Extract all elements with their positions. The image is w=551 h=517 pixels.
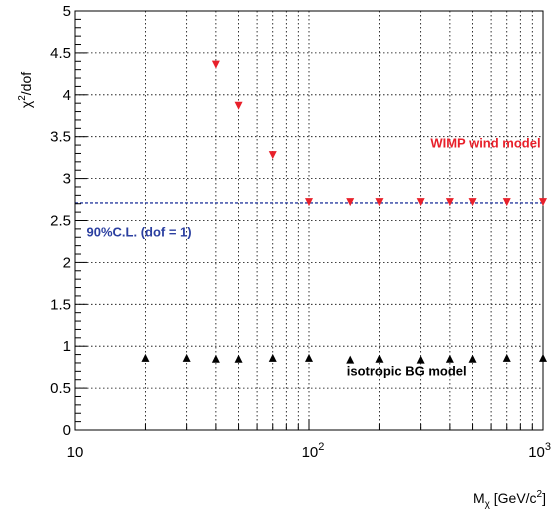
x-axis-title-main: M bbox=[473, 490, 485, 506]
x-axis-title-unit-sup: 2 bbox=[537, 489, 543, 500]
isotropic-bg-data-point bbox=[468, 354, 477, 363]
y-axis-title-post: /dof bbox=[18, 72, 34, 95]
x-axis-title-unit-pre: [GeV/c bbox=[490, 490, 537, 506]
y-tick-label: 2 bbox=[63, 254, 71, 271]
isotropic-bg-data-point bbox=[346, 355, 355, 364]
isotropic-bg-data-point bbox=[268, 353, 277, 362]
annotation-label: isotropic BG model bbox=[347, 364, 467, 379]
x-tick-label: 10 bbox=[67, 444, 84, 461]
isotropic-bg-data-point bbox=[234, 354, 243, 363]
markers bbox=[141, 60, 547, 364]
x-tick-label-exponent: 2 bbox=[318, 441, 324, 453]
wimp-wind-data-point bbox=[305, 198, 313, 207]
wimp-wind-data-point bbox=[234, 101, 243, 110]
y-tick-label: 4 bbox=[63, 87, 71, 104]
isotropic-bg-data-point bbox=[539, 353, 547, 362]
wimp-wind-data-point bbox=[268, 151, 277, 160]
x-tick-label: 102 bbox=[302, 441, 325, 461]
wimp-wind-data-point bbox=[468, 198, 477, 207]
x-tick-label-base: 10 bbox=[528, 444, 545, 461]
y-axis-title-main: χ bbox=[18, 100, 34, 108]
isotropic-bg-data-point bbox=[182, 353, 191, 362]
axes bbox=[74, 10, 544, 431]
wimp-wind-data-point bbox=[346, 198, 355, 207]
x-axis-title-sub: χ bbox=[485, 499, 491, 510]
wimp-wind-data-point bbox=[416, 198, 425, 207]
y-tick-label: 2.5 bbox=[50, 213, 71, 230]
isotropic-bg-data-point bbox=[416, 355, 425, 364]
x-axis-title-unit-post: ] bbox=[542, 490, 546, 506]
wimp-wind-data-point bbox=[375, 198, 384, 207]
y-tick-label: 1 bbox=[63, 338, 71, 355]
x-tick-label-base: 10 bbox=[67, 444, 84, 461]
y-tick-label: 1.5 bbox=[50, 296, 71, 313]
annotations: WIMP wind model 90%C.L. (dof = 1) isotropi… bbox=[87, 136, 541, 379]
y-tick-label: 4.5 bbox=[50, 45, 71, 62]
isotropic-bg-data-point bbox=[445, 354, 454, 363]
annotation-label: WIMP wind model bbox=[430, 136, 540, 151]
isotropic-bg-data-point bbox=[305, 353, 313, 362]
wimp-wind-data-point bbox=[539, 198, 547, 207]
isotropic-bg-data-point bbox=[141, 353, 150, 362]
y-tick-label: 5 bbox=[63, 3, 71, 20]
grid bbox=[75, 11, 543, 430]
x-axis-title: Mχ [GeV/c2] bbox=[473, 489, 546, 510]
x-tick-label-exponent: 3 bbox=[545, 441, 551, 453]
y-tick-label: 3.5 bbox=[50, 129, 71, 146]
isotropic-bg-data-point bbox=[502, 353, 511, 362]
y-tick-label: 3 bbox=[63, 171, 71, 188]
x-tick-label: 103 bbox=[528, 441, 551, 461]
wimp-wind-data-point bbox=[502, 198, 511, 207]
annotation-label: 90%C.L. (dof = 1) bbox=[87, 224, 192, 239]
y-tick-label: 0 bbox=[63, 422, 71, 439]
y-axis-title: χ2/dof bbox=[17, 72, 34, 108]
y-axis-title-sup: 2 bbox=[17, 95, 28, 101]
wimp-wind-data-point bbox=[211, 60, 220, 69]
isotropic-bg-data-point bbox=[375, 354, 384, 363]
isotropic-bg-data-point bbox=[211, 354, 220, 363]
y-tick-label: 0.5 bbox=[50, 380, 71, 397]
wimp-wind-data-point bbox=[445, 198, 454, 207]
x-tick-label-base: 10 bbox=[302, 444, 319, 461]
